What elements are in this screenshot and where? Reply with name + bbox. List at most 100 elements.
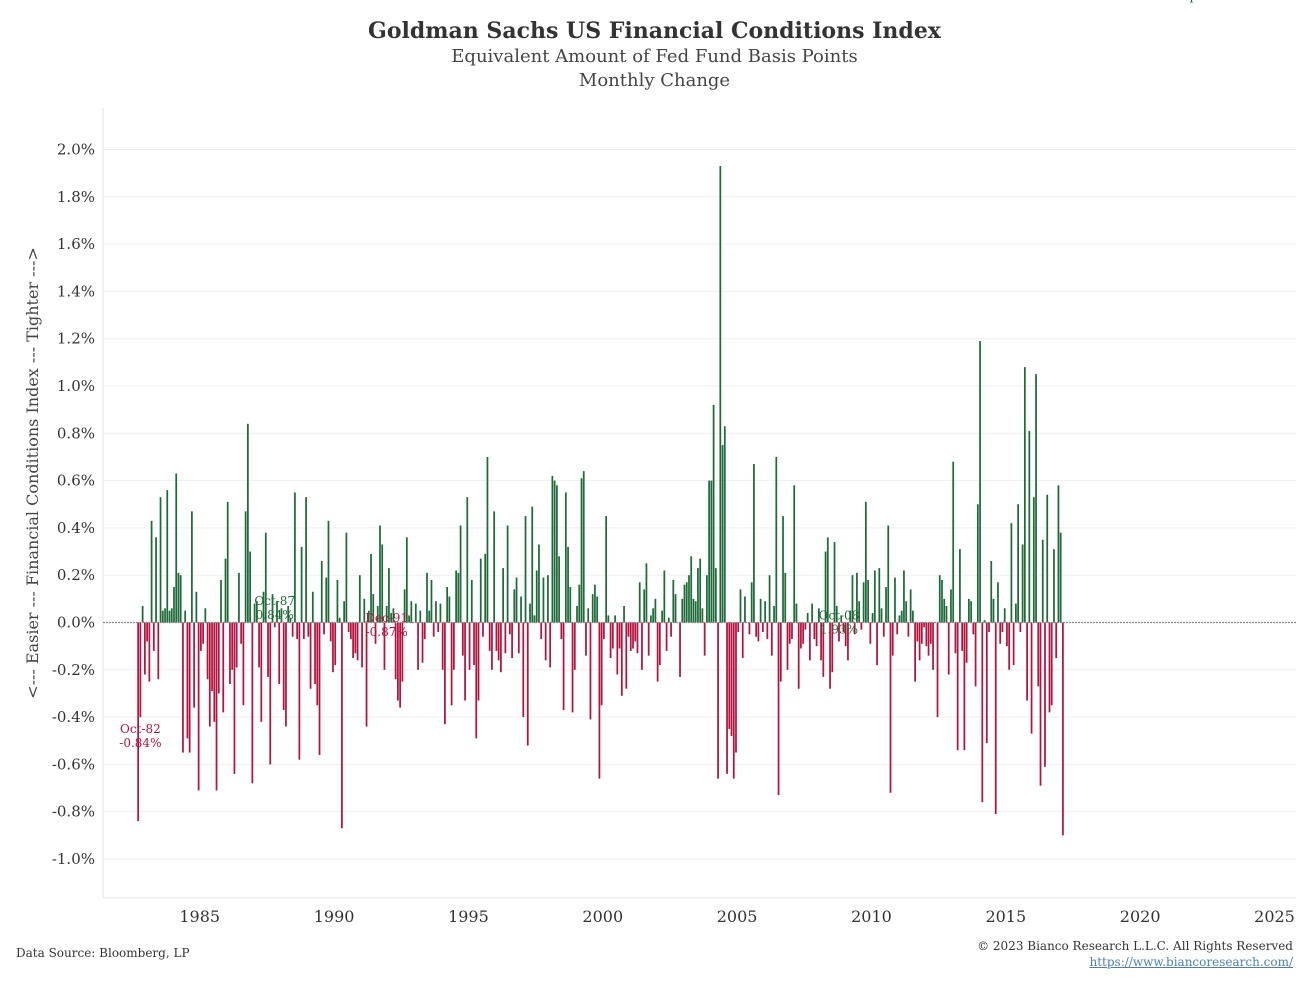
bar-positive	[392, 608, 395, 623]
bar-positive	[708, 480, 710, 623]
bar-negative	[571, 622, 574, 713]
bar-positive	[439, 603, 442, 623]
bar-positive	[638, 582, 641, 623]
bar-positive	[959, 549, 961, 623]
bar-negative	[1019, 622, 1022, 632]
bar-positive	[305, 497, 307, 623]
bar-negative	[632, 622, 634, 649]
bar-positive	[538, 544, 540, 623]
bar-positive	[885, 587, 887, 623]
bar-negative	[1062, 622, 1064, 836]
bar-positive	[753, 464, 755, 623]
bar-negative	[215, 622, 218, 791]
bar-positive	[264, 532, 267, 623]
bar-positive	[721, 445, 724, 623]
annotation-value: 0.84%	[256, 608, 294, 622]
bar-positive	[672, 579, 675, 623]
bar-negative	[634, 622, 637, 642]
bar-positive	[817, 608, 820, 623]
bar-positive	[840, 615, 843, 623]
y-tick-label: 0.6%	[57, 472, 95, 490]
bar-positive	[325, 577, 328, 623]
bar-negative	[522, 622, 525, 718]
annotation-date: Oct-87	[254, 594, 295, 608]
bar-negative	[251, 622, 254, 784]
bar-positive	[858, 601, 861, 623]
x-tick-label: 2010	[851, 907, 892, 926]
bar-positive	[262, 591, 265, 623]
bar-negative	[139, 622, 142, 718]
bar-positive	[177, 572, 180, 623]
bar-negative	[1037, 622, 1040, 687]
bar-negative	[475, 622, 478, 739]
bar-negative	[766, 622, 769, 640]
bar-negative	[777, 622, 780, 796]
bar-negative	[444, 622, 446, 725]
bar-negative	[947, 622, 950, 675]
bar-negative	[468, 622, 471, 670]
bar-negative	[511, 622, 513, 658]
gridlines	[103, 149, 1296, 860]
bar-negative	[988, 622, 990, 632]
bar-negative	[786, 622, 789, 670]
bar-negative	[730, 622, 733, 737]
bar-negative	[450, 622, 453, 706]
bar-positive	[826, 537, 829, 623]
bar-positive	[775, 456, 778, 623]
bar-positive	[486, 456, 489, 623]
bar-negative	[1044, 622, 1046, 767]
bar-negative	[732, 622, 735, 779]
bar-negative	[779, 622, 782, 682]
bar-positive	[535, 570, 538, 623]
bar-positive	[701, 608, 704, 623]
bar-negative	[804, 622, 807, 630]
bar-negative	[401, 622, 404, 682]
bar-negative	[341, 622, 343, 829]
bar-positive	[864, 501, 867, 623]
x-tick-label: 1990	[314, 907, 355, 926]
bar-negative	[757, 622, 760, 642]
bar-negative	[206, 622, 209, 680]
bar-positive	[358, 575, 361, 623]
bar-negative	[417, 622, 419, 670]
bar-positive	[390, 613, 393, 623]
bar-negative	[741, 622, 744, 658]
bar-positive	[685, 582, 688, 623]
bar-positive	[938, 575, 941, 623]
bar-negative	[929, 622, 932, 644]
bar-negative	[800, 622, 802, 649]
bar-negative	[309, 622, 312, 689]
bar-negative	[770, 622, 773, 656]
bar-negative	[658, 622, 661, 666]
bar-negative	[213, 622, 216, 722]
bar-negative	[889, 622, 892, 793]
bar-positive	[1017, 504, 1019, 623]
bar-negative	[860, 622, 863, 630]
bar-negative	[974, 622, 977, 687]
y-tick-label: 0.2%	[57, 566, 95, 584]
website-link[interactable]: https://www.biancoresearch.com/	[1089, 955, 1293, 969]
bar-negative	[927, 622, 930, 656]
bar-positive	[191, 511, 193, 623]
bar-positive	[979, 341, 981, 623]
bar-positive	[287, 605, 290, 623]
annotation-date: Apr-22	[1180, 0, 1222, 3]
y-tick-label: 1.6%	[57, 235, 95, 253]
bar-negative	[441, 622, 444, 670]
y-tick-label: 2.0%	[57, 141, 95, 159]
bar-positive	[759, 598, 762, 623]
bar-negative	[307, 622, 310, 637]
bar-positive	[719, 166, 722, 623]
bar-negative	[641, 622, 643, 670]
bar-positive	[578, 584, 581, 623]
bar-negative	[896, 622, 899, 635]
y-tick-label: 1.8%	[57, 188, 95, 206]
bar-positive	[164, 608, 166, 623]
bar-positive	[506, 525, 509, 623]
bar-positive	[835, 605, 838, 623]
bar-positive	[381, 544, 384, 623]
bar-negative	[815, 622, 818, 647]
bar-negative	[923, 622, 925, 628]
bar-positive	[558, 556, 560, 623]
bar-positive	[247, 423, 249, 623]
